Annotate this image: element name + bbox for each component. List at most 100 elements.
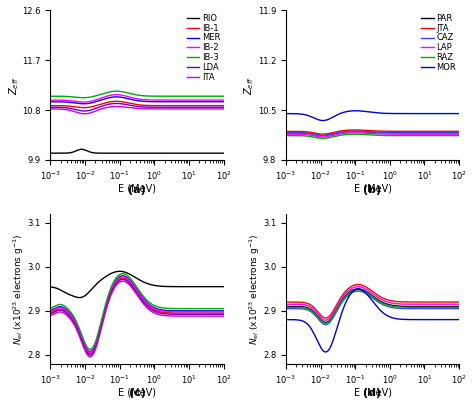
Text: (a): (a) [128,185,146,195]
RIO [151,151,157,156]
JTA [426,129,431,134]
IB-2 [221,98,227,103]
ITA [114,104,119,109]
MOR [367,109,373,114]
IB-1 [142,103,147,108]
Line: IB-3: IB-3 [50,91,224,98]
JTA [283,129,289,134]
IB-3 [142,93,147,98]
IB-1 [131,102,137,107]
ITA [221,107,227,112]
RAZ [366,133,372,137]
IB-2 [142,97,147,102]
PAR [453,130,458,135]
IB-2 [47,98,53,103]
MER [131,98,137,103]
Text: (d): (d) [364,388,382,398]
ITA [151,107,157,112]
Line: MOR: MOR [286,111,459,120]
RIO [221,151,227,156]
Line: CAZ: CAZ [286,131,459,136]
RIO [130,151,136,156]
MOR [456,111,462,116]
RAZ [453,133,458,138]
LAP [283,132,289,137]
Y-axis label: $N_{el}$ (x10$^{23}$ electrons g$^{-1}$): $N_{el}$ (x10$^{23}$ electrons g$^{-1}$) [247,233,262,345]
MOR [453,111,458,116]
PAR [353,129,358,134]
LDA [221,105,227,110]
IB-3 [113,89,119,94]
PAR [377,130,383,135]
JTA [453,129,458,134]
Line: RIO: RIO [50,149,224,153]
IB-1 [217,103,223,108]
JTA [377,129,383,134]
MOR [387,111,392,116]
RAZ [377,133,383,138]
JTA [366,128,372,133]
IB-2 [130,96,136,101]
Line: RAZ: RAZ [286,134,459,139]
LAP [320,135,326,139]
MER [47,99,53,104]
JTA [456,129,462,134]
CAZ [283,130,289,135]
Legend: PAR, JTA, CAZ, LAP, RAZ, MOR: PAR, JTA, CAZ, LAP, RAZ, MOR [419,12,457,74]
RIO [131,151,137,156]
Text: (c): (c) [128,388,146,398]
RIO [190,151,196,156]
IB-1 [130,101,136,106]
MOR [366,109,372,114]
PAR [367,130,373,135]
CAZ [366,130,372,135]
LAP [426,132,431,137]
LAP [453,132,458,137]
RAZ [320,136,326,141]
RAZ [283,133,289,138]
IB-3 [131,92,137,97]
X-axis label: E (MeV): E (MeV) [354,387,392,397]
IB-3 [190,94,196,99]
Line: IB-2: IB-2 [50,95,224,102]
Y-axis label: $N_{el}$ (x10$^{23}$ electrons g$^{-1}$): $N_{el}$ (x10$^{23}$ electrons g$^{-1}$) [11,233,26,345]
IB-2 [131,96,137,101]
CAZ [377,130,383,135]
CAZ [387,130,392,135]
IB-3 [81,95,86,100]
IB-2 [81,100,87,105]
MER [130,97,136,102]
PAR [387,130,392,135]
CAZ [453,130,458,135]
LDA [217,105,223,110]
MOR [353,108,358,113]
RIO [142,151,147,156]
IB-1 [113,99,119,104]
Line: ITA: ITA [50,107,224,114]
MER [190,99,196,104]
LDA [47,105,53,110]
ITA [217,107,223,112]
PAR [426,130,431,135]
LDA [151,105,157,109]
ITA [130,105,136,110]
IB-3 [151,94,157,99]
RAZ [426,133,431,138]
RIO [47,151,53,156]
Line: LAP: LAP [286,133,459,137]
LDA [82,109,87,114]
RAZ [387,133,392,138]
MER [81,101,87,106]
PAR [366,130,372,135]
Line: PAR: PAR [286,131,459,136]
CAZ [353,129,358,134]
ITA [47,107,53,112]
MOR [426,111,431,116]
LAP [367,131,373,136]
LAP [456,132,462,137]
Line: JTA: JTA [286,130,459,134]
CAZ [456,130,462,135]
IB-1 [221,103,227,108]
JTA [367,128,373,133]
IB-2 [151,98,157,103]
